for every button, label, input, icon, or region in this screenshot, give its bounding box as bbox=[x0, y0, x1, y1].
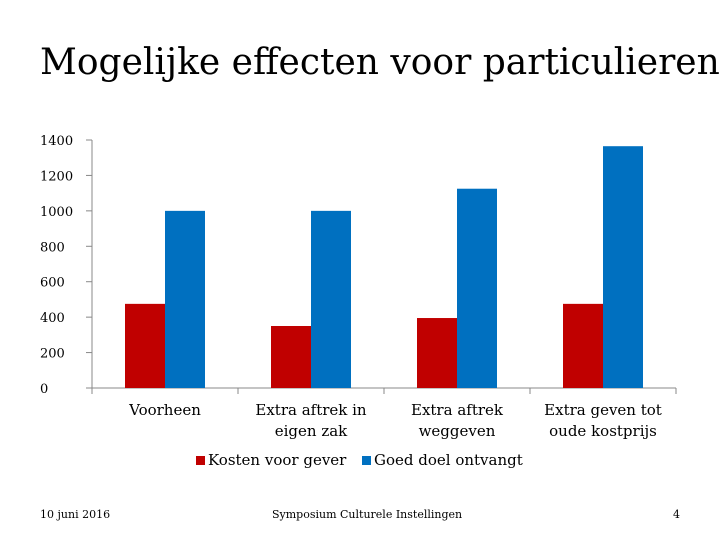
slide-title: Mogelijke effecten voor particulieren bbox=[40, 42, 720, 83]
bar-kosten bbox=[271, 326, 311, 388]
bar-goed-doel bbox=[165, 210, 205, 388]
bar-goed-doel bbox=[311, 210, 351, 388]
footer-date: 10 juni 2016 bbox=[40, 508, 111, 521]
chart-bars bbox=[125, 146, 643, 388]
x-tick-label: Voorheen bbox=[128, 401, 201, 419]
x-tick-label: Extra aftrek in bbox=[255, 401, 367, 419]
bar-goed-doel bbox=[457, 188, 497, 388]
bar-kosten bbox=[563, 303, 603, 388]
bar-goed-doel bbox=[603, 146, 643, 388]
footer-center-text: Symposium Culturele Instellingen bbox=[272, 508, 463, 521]
y-tick-label: 1200 bbox=[40, 169, 73, 184]
x-tick-label: Extra aftrek bbox=[411, 401, 504, 419]
chart-legend: Kosten voor gever Goed doel ontvangt bbox=[196, 451, 523, 469]
y-tick-label: 1400 bbox=[40, 134, 73, 149]
y-tick-label: 1000 bbox=[40, 205, 73, 220]
legend-swatch bbox=[196, 456, 205, 465]
chart-axes: 0 200 400 600 800 1000 1200 1400 bbox=[40, 134, 677, 397]
bar-kosten bbox=[125, 303, 165, 388]
y-tick-label: 600 bbox=[40, 276, 65, 291]
x-tick-label: oude kostprijs bbox=[549, 422, 657, 440]
x-tick-label: eigen zak bbox=[275, 422, 348, 440]
x-tick-label: weggeven bbox=[419, 422, 496, 440]
x-tick-label: Extra geven tot bbox=[544, 401, 662, 419]
legend-label: Kosten voor gever bbox=[208, 451, 347, 469]
y-tick-label: 800 bbox=[40, 240, 65, 255]
chart-x-labels: Voorheen Extra aftrek in eigen zak Extra af… bbox=[128, 401, 662, 440]
y-tick-label: 200 bbox=[40, 347, 65, 362]
bar-kosten bbox=[417, 318, 457, 388]
legend-label: Goed doel ontvangt bbox=[374, 451, 523, 469]
legend-swatch bbox=[362, 456, 371, 465]
y-tick-label: 0 bbox=[40, 382, 48, 397]
y-tick-label: 400 bbox=[40, 311, 65, 326]
page-number: 4 bbox=[673, 508, 680, 521]
